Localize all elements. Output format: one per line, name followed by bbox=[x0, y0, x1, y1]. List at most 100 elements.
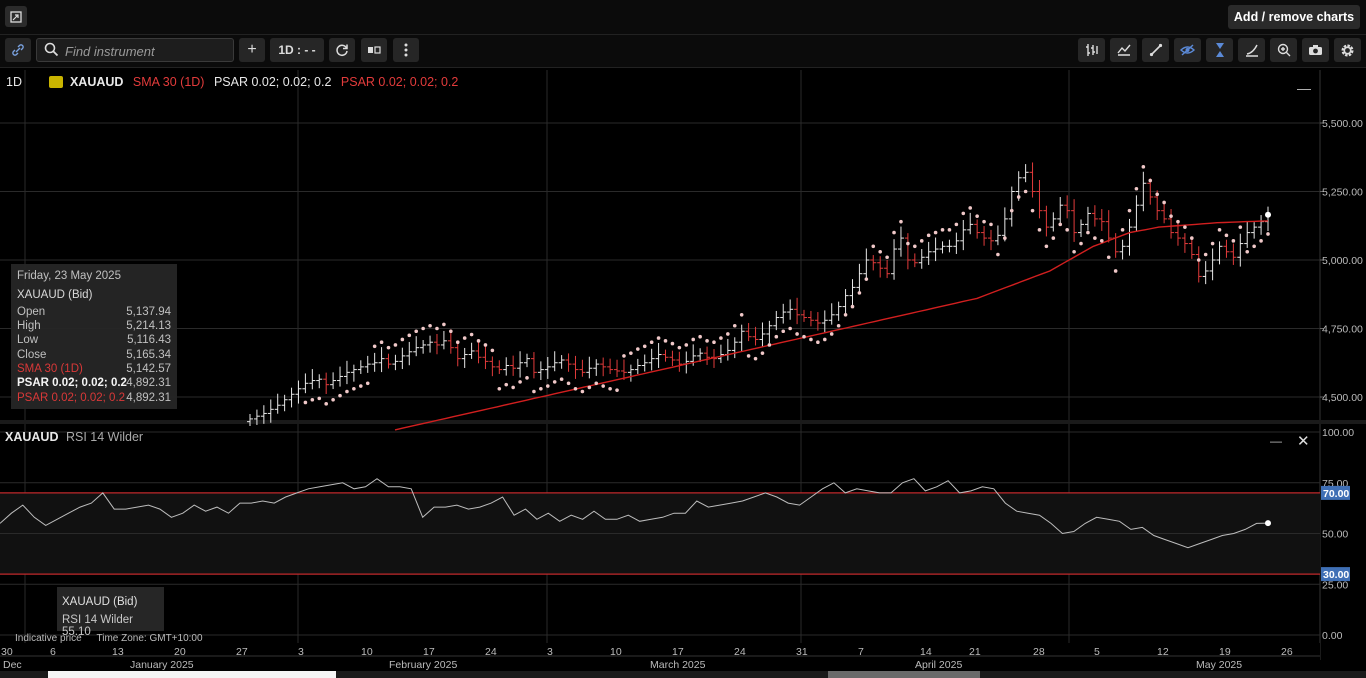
psar-dot bbox=[926, 233, 931, 238]
day-tick-label: 13 bbox=[112, 646, 124, 658]
psar-dot bbox=[878, 249, 882, 254]
camera-icon[interactable] bbox=[1302, 38, 1329, 62]
psar-dot bbox=[767, 343, 772, 347]
psar-dot bbox=[968, 206, 973, 210]
price-bar bbox=[870, 255, 877, 271]
interval-selector[interactable]: 1D : - - bbox=[270, 38, 324, 62]
price-bar bbox=[1209, 248, 1216, 281]
add-instrument-button[interactable]: + bbox=[239, 38, 265, 62]
gear-icon[interactable] bbox=[1334, 38, 1361, 62]
psar-dot bbox=[684, 343, 689, 347]
price-bar bbox=[295, 380, 302, 404]
psar-dot bbox=[1093, 236, 1097, 240]
price-tick-label: 5,250.00 bbox=[1322, 187, 1363, 199]
price-bar bbox=[371, 352, 378, 372]
more-options-icon[interactable] bbox=[393, 38, 419, 62]
search-input[interactable] bbox=[63, 41, 227, 61]
price-bar bbox=[849, 279, 856, 305]
psar-dot bbox=[739, 313, 744, 317]
price-bar bbox=[766, 320, 773, 344]
psar-dot bbox=[746, 354, 751, 358]
expand-icon[interactable] bbox=[5, 6, 27, 27]
psar-dot bbox=[525, 376, 529, 380]
zoom-icon[interactable] bbox=[1270, 38, 1297, 62]
day-tick-label: 20 bbox=[174, 646, 186, 658]
price-bar bbox=[565, 353, 572, 372]
price-bar bbox=[1223, 239, 1230, 258]
scroll-thumb[interactable] bbox=[48, 671, 336, 678]
price-bar bbox=[724, 338, 731, 361]
price-bar bbox=[600, 357, 607, 377]
tooltip-row: PSAR 0.02; 0.02; 0.2 4,892.31 bbox=[17, 392, 171, 404]
price-bar bbox=[330, 372, 337, 390]
indicator-icon[interactable] bbox=[1238, 38, 1265, 62]
price-bar bbox=[981, 226, 988, 246]
tooltip-row: Close 5,165.34 bbox=[17, 349, 171, 361]
bar-style-icon[interactable] bbox=[1078, 38, 1105, 62]
top-bar: Add / remove charts bbox=[0, 0, 1366, 35]
scroll-range[interactable] bbox=[828, 671, 980, 678]
sma-legend[interactable]: SMA 30 (1D) bbox=[132, 75, 205, 89]
month-tick-label: April 2025 bbox=[915, 659, 962, 671]
price-axis: 5,500.00 5,250.00 5,000.00 4,750.00 4,500.00 bbox=[1320, 118, 1363, 404]
price-bar bbox=[683, 351, 690, 374]
price-bar bbox=[503, 357, 510, 376]
price-bar bbox=[1036, 179, 1043, 219]
psar-dot bbox=[545, 384, 550, 388]
psar-dot bbox=[518, 380, 522, 384]
psar-dot bbox=[573, 386, 578, 391]
close-icon[interactable]: ✕ bbox=[1297, 433, 1310, 450]
psar-dot bbox=[899, 219, 903, 224]
psar-dot bbox=[338, 393, 342, 398]
price-bar bbox=[897, 226, 904, 257]
price-bar bbox=[1057, 196, 1064, 225]
symbol-label[interactable]: XAUAUD bbox=[69, 75, 124, 89]
psar-legend-1[interactable]: PSAR 0.02; 0.02; 0.2 bbox=[213, 75, 332, 89]
psar-dot bbox=[469, 332, 474, 337]
minimize-rsi-icon[interactable]: — bbox=[1270, 434, 1282, 448]
search-box[interactable] bbox=[36, 38, 234, 62]
minimize-icon[interactable]: — bbox=[1297, 80, 1311, 96]
line-style-icon[interactable] bbox=[1110, 38, 1137, 62]
price-bar bbox=[1258, 215, 1265, 235]
psar-dot bbox=[649, 340, 654, 345]
time-axis: 30 6 13 20 27 3 10 17 24 3 10 17 24 31 7 14 21 28 5 12 19 26 D… bbox=[0, 643, 1320, 671]
price-bar bbox=[517, 351, 524, 378]
psar-dot bbox=[587, 385, 592, 390]
price-bar bbox=[475, 341, 482, 364]
price-bar bbox=[1147, 178, 1154, 205]
psar-dot bbox=[947, 228, 952, 232]
scrollbar[interactable] bbox=[0, 671, 1366, 678]
chart-type-icon[interactable] bbox=[361, 38, 387, 62]
price-bar bbox=[392, 354, 399, 371]
psar-dot bbox=[421, 326, 425, 331]
price-bar bbox=[1105, 210, 1112, 243]
rsi-path bbox=[0, 478, 1269, 549]
price-bar bbox=[1029, 162, 1036, 198]
psar-dot bbox=[1120, 228, 1125, 232]
crosshair-icon[interactable] bbox=[1206, 38, 1233, 62]
psar-dot bbox=[705, 339, 709, 343]
psar-dot bbox=[580, 389, 585, 394]
link-icon[interactable] bbox=[5, 38, 31, 62]
psar-legend-2[interactable]: PSAR 0.02; 0.02; 0.2 bbox=[340, 75, 459, 89]
psar-dot bbox=[1224, 233, 1229, 238]
price-bar bbox=[676, 351, 683, 372]
price-bar bbox=[427, 335, 434, 353]
price-bar bbox=[801, 309, 808, 322]
price-bar bbox=[524, 353, 531, 368]
psar-dot bbox=[407, 333, 412, 338]
psar-dot bbox=[753, 356, 758, 361]
chart-area[interactable]: 5,500.00 5,250.00 5,000.00 4,750.00 4,500.00… bbox=[0, 70, 1366, 671]
eye-hide-icon[interactable] bbox=[1174, 38, 1201, 62]
draw-line-icon[interactable] bbox=[1142, 38, 1169, 62]
day-tick-label: 5 bbox=[1094, 646, 1100, 658]
price-bar bbox=[260, 405, 267, 424]
price-bar bbox=[420, 340, 427, 354]
refresh-icon[interactable] bbox=[329, 38, 355, 62]
psar-dot bbox=[1072, 249, 1076, 254]
psar-dot bbox=[1196, 258, 1201, 262]
add-remove-charts-button[interactable]: Add / remove charts bbox=[1228, 5, 1360, 29]
psar-dot bbox=[317, 396, 322, 401]
footer-note: Indicative price Time Zone: GMT+10:00 bbox=[15, 633, 203, 644]
